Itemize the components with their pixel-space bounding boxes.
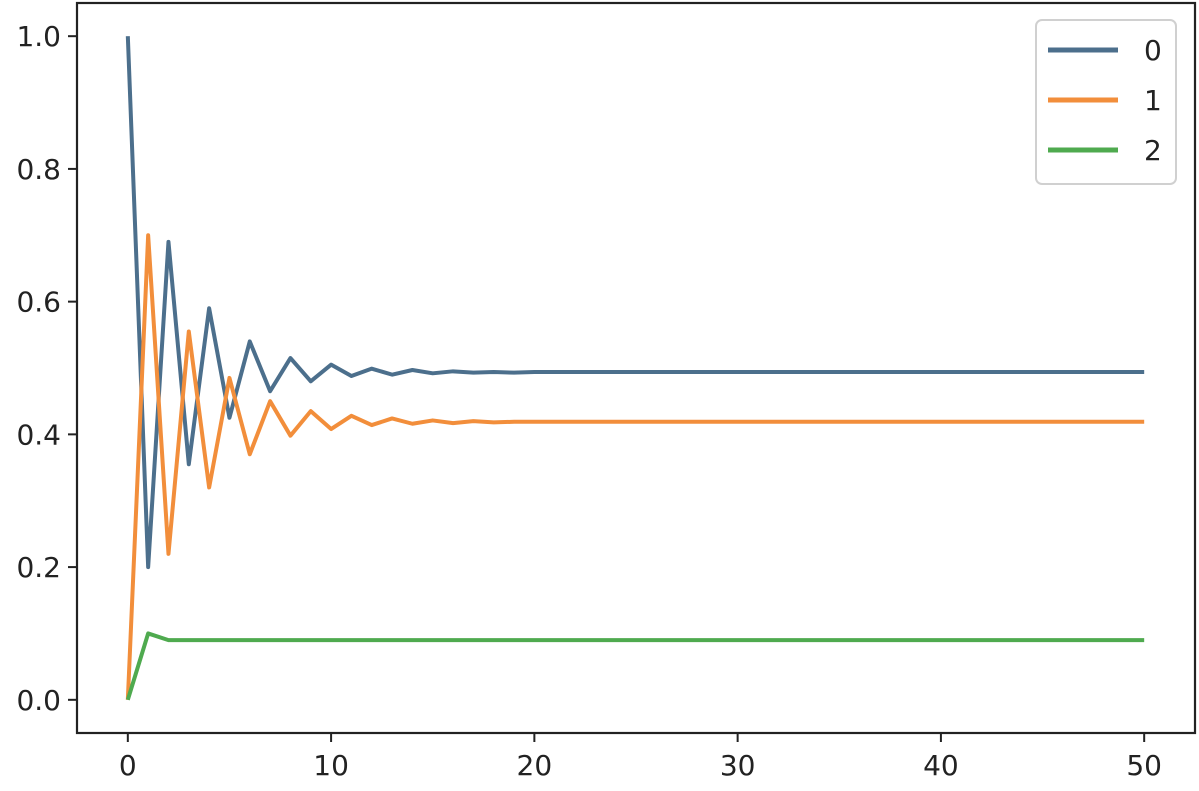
x-axis: 0 10 20 30 40 50 bbox=[119, 733, 1162, 782]
y-tick-label: 1.0 bbox=[16, 20, 61, 53]
y-tick-label: 0.2 bbox=[16, 551, 61, 584]
y-tick-label: 0.6 bbox=[16, 286, 61, 319]
plot-area-frame bbox=[75, 1, 1197, 735]
y-tick-label: 0.4 bbox=[16, 418, 61, 451]
x-tick-label: 50 bbox=[1126, 749, 1162, 782]
legend-label-1: 1 bbox=[1144, 84, 1162, 117]
y-tick-label: 0.8 bbox=[16, 153, 61, 186]
y-axis: 0.0 0.2 0.4 0.6 0.8 1.0 bbox=[16, 20, 77, 717]
x-tick-label: 40 bbox=[923, 749, 959, 782]
x-tick-label: 20 bbox=[517, 749, 553, 782]
series-line-1 bbox=[125, 233, 1145, 700]
y-tick-label: 0.0 bbox=[16, 684, 61, 717]
legend-label-0: 0 bbox=[1144, 34, 1162, 67]
legend-label-2: 2 bbox=[1144, 134, 1162, 167]
x-tick-label: 0 bbox=[119, 749, 137, 782]
x-tick-label: 30 bbox=[720, 749, 756, 782]
series-line-2 bbox=[125, 631, 1145, 701]
series-line-0 bbox=[125, 36, 1145, 570]
x-tick-label: 10 bbox=[313, 749, 349, 782]
legend: 0 1 2 bbox=[1035, 19, 1177, 185]
series-layer bbox=[125, 36, 1145, 701]
